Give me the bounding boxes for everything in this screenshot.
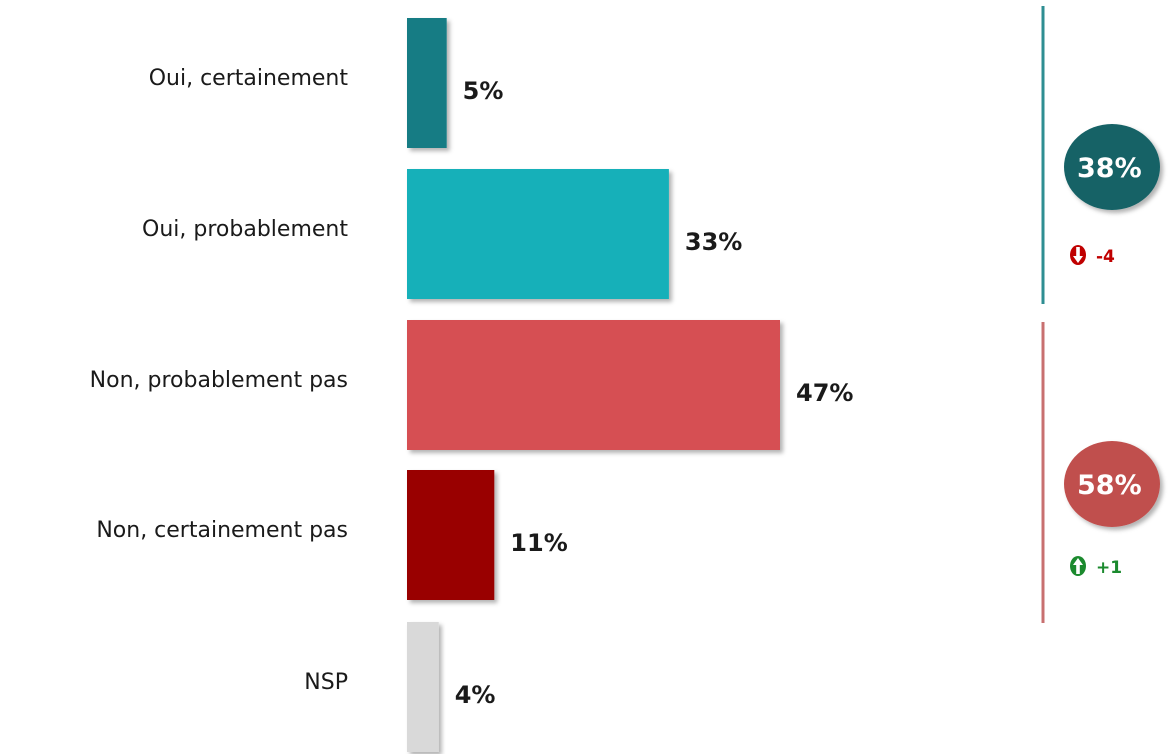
category-label: NSP	[304, 670, 348, 695]
category-label: Oui, probablement	[142, 217, 348, 242]
bar-4	[407, 470, 495, 600]
arrow-up-icon	[1070, 556, 1086, 576]
data-label: 5%	[463, 77, 504, 105]
category-label: Oui, certainement	[149, 66, 349, 91]
category-label: Non, certainement pas	[96, 518, 348, 543]
arrow-down-icon	[1070, 245, 1086, 265]
bar-2	[407, 169, 669, 299]
total-value: 58%	[1077, 470, 1142, 501]
category-label: Non, probablement pas	[90, 368, 348, 393]
total-bubble	[1064, 441, 1160, 527]
bar-1	[407, 18, 447, 148]
delta-value: -4	[1096, 247, 1115, 267]
data-label: 4%	[455, 681, 496, 709]
data-label: 11%	[510, 529, 567, 557]
bar-5	[407, 622, 439, 752]
total-value: 38%	[1077, 153, 1142, 184]
data-label: 47%	[796, 379, 853, 407]
bar-3	[407, 320, 780, 450]
total-bubble	[1064, 124, 1160, 210]
data-label: 33%	[685, 228, 742, 256]
delta-value: +1	[1096, 558, 1122, 578]
